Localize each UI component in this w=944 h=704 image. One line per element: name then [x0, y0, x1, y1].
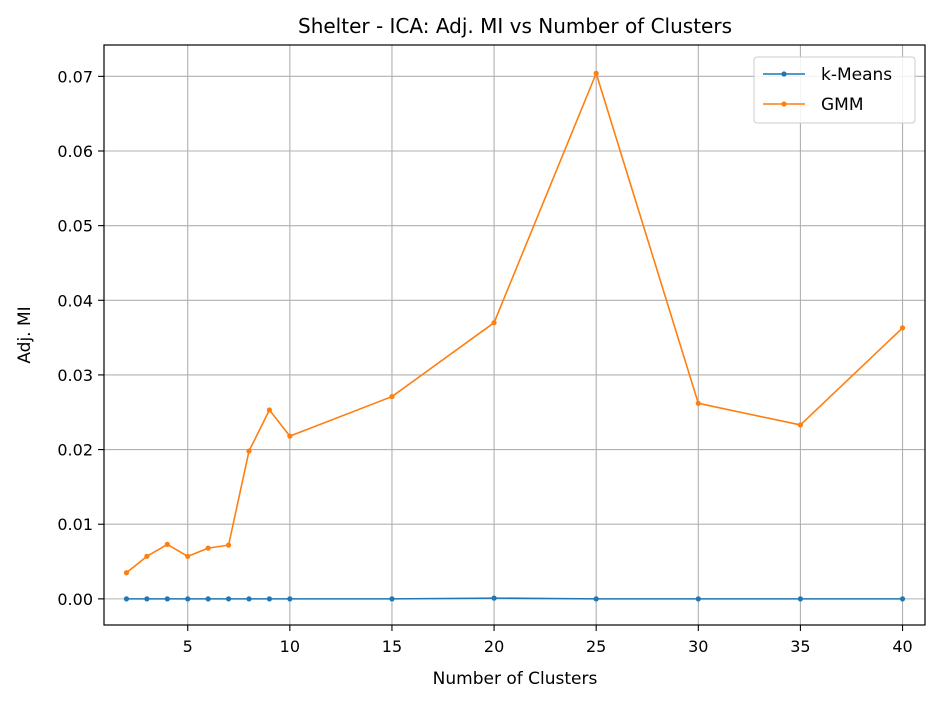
k-means-point: [225, 596, 232, 602]
gmm-point: [205, 545, 211, 551]
x-tick-label: 35: [790, 637, 810, 656]
k-means-point: [246, 596, 252, 602]
x-tick-label: 25: [586, 637, 606, 656]
k-means-point: [123, 596, 130, 602]
series-layer: [123, 70, 906, 602]
k-means-point: [491, 595, 497, 601]
gmm-point: [144, 553, 150, 559]
y-tick-label: 0.03: [57, 366, 93, 385]
legend-gmm-marker: [781, 101, 787, 107]
y-tick-label: 0.00: [57, 590, 93, 609]
y-tick-label: 0.01: [57, 515, 93, 534]
k-means-point: [205, 596, 211, 602]
y-tick-label: 0.02: [57, 441, 93, 460]
legend-kmeans-marker: [781, 71, 787, 77]
plot-frame: [103, 44, 926, 626]
k-means-point: [797, 596, 804, 602]
y-tick-label: 0.06: [57, 142, 93, 161]
x-tick-label: 30: [688, 637, 708, 656]
y-tick-label: 0.04: [57, 291, 93, 310]
k-means-point: [899, 596, 906, 602]
y-tick-label: 0.07: [57, 67, 93, 86]
gmm-point: [899, 325, 906, 331]
x-tick-label: 40: [892, 637, 912, 656]
x-tick-label: 10: [280, 637, 300, 656]
k-means-point: [287, 596, 293, 602]
gmm-point: [593, 70, 599, 76]
gmm-point: [246, 448, 252, 454]
gmm-point: [491, 320, 497, 326]
x-axis-title: Number of Clusters: [433, 669, 598, 689]
k-means-point: [389, 596, 395, 602]
k-means-point: [593, 596, 599, 602]
gmm-point: [287, 433, 293, 439]
chart-title: Shelter - ICA: Adj. MI vs Number of Clus…: [298, 14, 732, 38]
y-tick-label: 0.05: [57, 217, 93, 236]
legend-gmm-label: GMM: [821, 95, 864, 115]
tick-layer: 5 10 15 20 25 30 35 40 0.00 0.01 0.02 0.03 0.04 0.05 0…: [57, 67, 912, 656]
y-axis-title: Adj. MI: [15, 306, 35, 363]
k-means-point: [695, 596, 701, 602]
gmm-point: [695, 400, 701, 406]
gmm-point: [389, 393, 395, 400]
gmm-point: [266, 407, 273, 413]
gmm-point: [797, 422, 804, 428]
gmm-point: [123, 570, 130, 576]
k-means-point: [185, 596, 191, 602]
gmm-point: [185, 553, 191, 559]
x-tick-label: 5: [183, 637, 193, 656]
k-means-point: [266, 596, 273, 602]
gmm-point: [164, 541, 170, 547]
k-means-point: [164, 596, 170, 602]
gmm-point: [225, 542, 232, 548]
legend: k-Means GMM: [753, 56, 916, 124]
k-means-line: [126, 597, 903, 600]
legend-kmeans-label: k-Means: [821, 65, 892, 85]
k-means-point: [144, 596, 150, 602]
x-tick-label: 15: [382, 637, 402, 656]
x-tick-label: 20: [484, 637, 504, 656]
